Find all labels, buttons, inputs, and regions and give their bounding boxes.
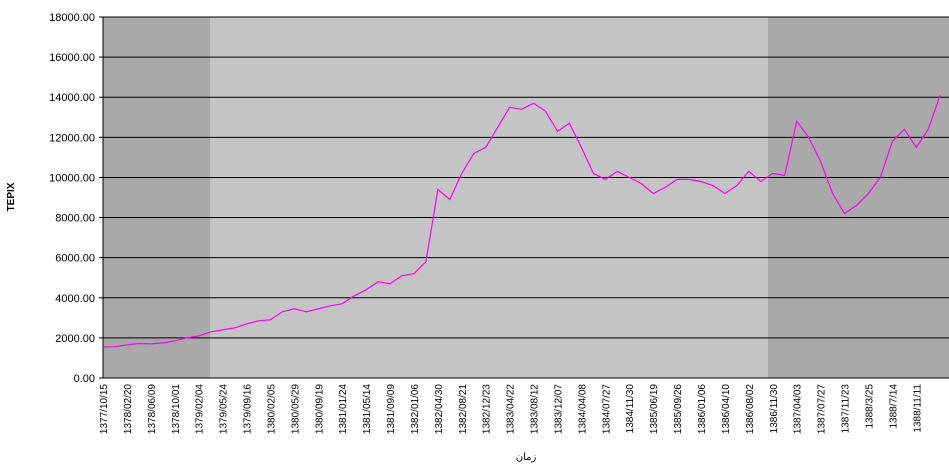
x-tick-label: 1384/04/08: [577, 384, 588, 434]
x-tick-label: 1387/07/27: [817, 384, 828, 434]
x-tick-label: 1379/05/24: [219, 384, 230, 434]
line: [102, 95, 941, 348]
x-tick-label: 1380/05/29: [290, 384, 301, 434]
x-tick-label: 1378/06/09: [147, 384, 158, 434]
x-tick-label: 1382/12/23: [482, 384, 493, 434]
x-tick-label: 1388/11/11: [912, 384, 923, 433]
x-tick-label: 1386/08/02: [745, 384, 756, 434]
x-tick-label: 1382/01/06: [410, 384, 421, 434]
plot-band: [768, 17, 949, 378]
x-tick-label: 1382/04/30: [434, 384, 445, 434]
x-tick-label: 1386/01/06: [697, 384, 708, 434]
x-tick-label: 1381/09/09: [386, 384, 397, 434]
y-tick-label: 2000.00: [55, 333, 95, 345]
x-tick-label: 1379/02/04: [195, 384, 206, 434]
x-tick-label: 1382/08/21: [458, 384, 469, 434]
x-tick-label: 1377/10/15: [99, 384, 110, 434]
y-axis-title: TEPIX: [6, 182, 17, 211]
y-tick-label: 6000.00: [55, 253, 95, 265]
x-tick-label: 1387/11/23: [841, 384, 852, 434]
x-tick-label: 1383/12/07: [553, 384, 564, 434]
x-tick-label: 1388/3/25: [864, 384, 875, 429]
x-tick-label: 1384/11/30: [625, 384, 636, 434]
x-tick-label: 1380/02/05: [266, 384, 277, 434]
y-tick-label: 14000.00: [49, 92, 95, 104]
y-tick-label: 18000.00: [49, 12, 95, 24]
x-tick-label: 1381/05/14: [362, 384, 373, 434]
plot-band: [103, 17, 210, 378]
x-tick-label: 1383/04/22: [506, 384, 517, 434]
y-tick-label: 12000.00: [49, 132, 95, 144]
y-tick-label: 10000.00: [49, 172, 95, 184]
x-tick-label: 1384/07/27: [601, 384, 612, 434]
x-tick-label: 1378/02/20: [123, 384, 134, 434]
y-tick-label: 4000.00: [55, 293, 95, 305]
x-tick-label: 1378/10/01: [171, 384, 182, 434]
x-tick-label: 1388/7/14: [888, 384, 899, 429]
x-tick-label: 1381/01/24: [338, 384, 349, 434]
x-tick-label: 1386/04/10: [721, 384, 732, 434]
x-tick-label: 1386/11/30: [769, 384, 780, 434]
x-tick-label: 1385/09/26: [673, 384, 684, 434]
x-tick-label: 1379/09/16: [243, 384, 254, 434]
x-tick-label: 1385/06/19: [649, 384, 660, 434]
x-tick-label: 1383/08/12: [530, 384, 541, 434]
x-tick-label: 1387/04/03: [793, 384, 804, 434]
x-tick-label: 1380/09/19: [314, 384, 325, 434]
y-tick-label: 0.00: [74, 373, 95, 385]
x-axis-title: زمان: [516, 452, 537, 463]
y-tick-label: 8000.00: [55, 213, 95, 225]
y-tick-label: 16000.00: [49, 52, 95, 64]
